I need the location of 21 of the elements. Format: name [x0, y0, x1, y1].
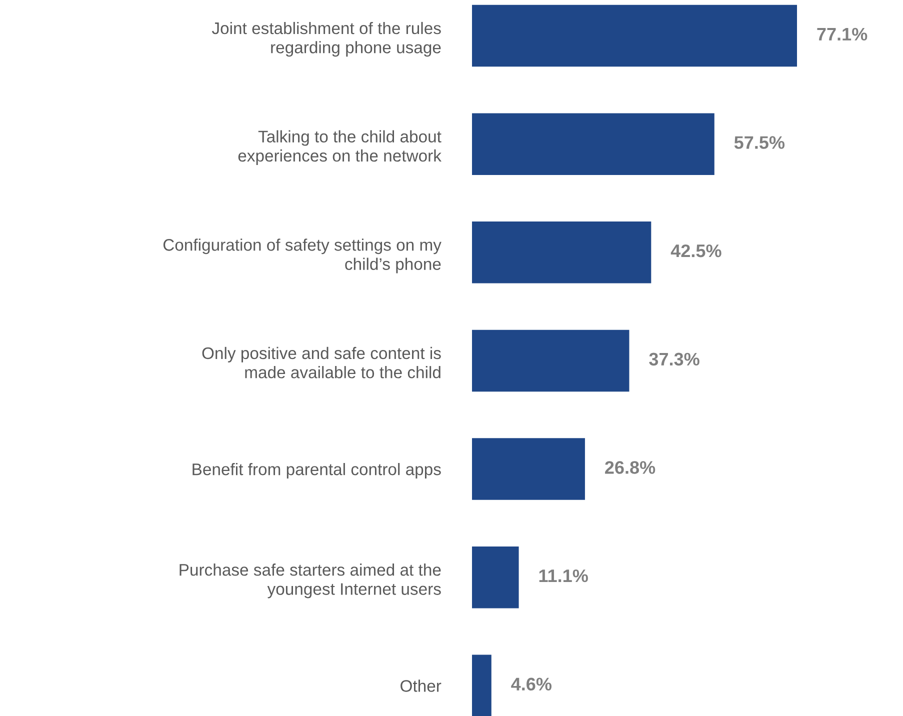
data-label: 42.5%	[670, 244, 722, 258]
bar	[472, 113, 714, 175]
bar	[472, 222, 652, 284]
y-tick-label: Talking to the child about experiences on the network	[238, 130, 442, 165]
y-tick-label: Configuration of safety settings on my child’s phone	[163, 238, 442, 274]
data-label: 26.8%	[605, 461, 656, 474]
bar	[472, 654, 492, 716]
data-label: 57.5%	[734, 136, 785, 149]
data-label: 37.3%	[649, 352, 700, 366]
y-tick-label: Benefit from parental control apps	[192, 462, 441, 479]
bar	[472, 330, 630, 392]
data-label: 77.1%	[817, 28, 868, 41]
bar	[472, 546, 519, 608]
y-tick-label: Purchase safe starters aimed at the youngest Internet users	[180, 564, 441, 598]
y-tick-label: Only positive and safe content is made available to the child	[202, 346, 441, 378]
y-tick-label: Other	[400, 680, 442, 692]
data-label: 11.1%	[539, 569, 588, 582]
data-label: 4.6%	[511, 678, 552, 691]
bar	[472, 4, 797, 67]
bar	[472, 438, 585, 500]
y-tick-label: Joint establishment of the rules regarding phone usage	[212, 22, 441, 57]
